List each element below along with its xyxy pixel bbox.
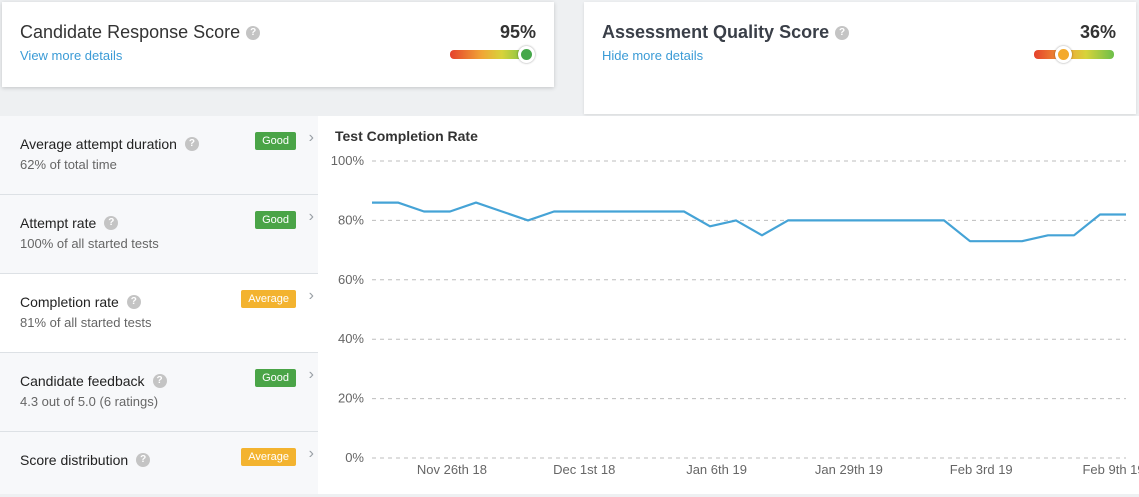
- metric-row-average-attempt-duration[interactable]: Average attempt duration ? 62% of total …: [0, 116, 318, 195]
- chevron-right-icon[interactable]: ›: [308, 208, 314, 225]
- metric-title-row: Attempt rate ?: [20, 215, 119, 231]
- chevron-right-icon[interactable]: ›: [308, 287, 314, 304]
- y-tick-label: 40%: [338, 331, 364, 346]
- status-badge: Average: [241, 448, 296, 466]
- chevron-right-icon[interactable]: ›: [308, 129, 314, 146]
- candidate-response-score-title-row: Candidate Response Score ?: [20, 22, 261, 43]
- metric-value: 81% of all started tests: [20, 315, 152, 330]
- y-tick-label: 20%: [338, 391, 364, 406]
- candidate-response-score-card: Candidate Response Score ? View more det…: [2, 2, 554, 87]
- metric-value: 62% of total time: [20, 157, 117, 172]
- assessment-quality-score-title: Assessment Quality Score: [602, 22, 830, 42]
- status-badge: Good: [255, 132, 296, 150]
- y-tick-label: 0%: [345, 450, 364, 465]
- metric-label: Completion rate: [20, 294, 119, 310]
- gauge-knob: [1054, 46, 1072, 63]
- candidate-response-score-value: 95%: [499, 22, 536, 42]
- metric-value: 4.3 out of 5.0 (6 ratings): [20, 394, 159, 409]
- y-tick-label: 60%: [338, 272, 364, 287]
- metric-row-completion-rate[interactable]: Completion rate ? 81% of all started tes…: [0, 274, 318, 353]
- x-tick-label: Feb 3rd 19: [950, 462, 1013, 477]
- status-badge: Good: [255, 211, 296, 229]
- metric-label: Attempt rate: [20, 215, 97, 231]
- metric-label: Candidate feedback: [20, 373, 145, 389]
- help-icon[interactable]: ?: [246, 25, 261, 40]
- x-tick-label: Feb 9th 19: [1082, 462, 1139, 477]
- chevron-right-icon[interactable]: ›: [308, 445, 314, 462]
- metric-title-row: Average attempt duration ?: [20, 136, 199, 152]
- status-badge: Average: [241, 290, 296, 308]
- view-more-details-link[interactable]: View more details: [20, 48, 123, 63]
- metric-row-attempt-rate[interactable]: Attempt rate ? 100% of all started tests…: [0, 195, 318, 274]
- metric-label: Score distribution: [20, 452, 129, 468]
- metric-value: 100% of all started tests: [20, 236, 159, 251]
- help-icon[interactable]: ?: [184, 137, 199, 151]
- help-icon[interactable]: ?: [126, 295, 141, 309]
- y-tick-label: 80%: [338, 212, 364, 227]
- status-badge: Good: [255, 369, 296, 387]
- x-tick-label: Jan 6th 19: [686, 462, 747, 477]
- assessment-quality-score-gauge: [1034, 46, 1114, 63]
- help-icon[interactable]: ?: [136, 453, 151, 467]
- x-tick-label: Dec 1st 18: [553, 462, 615, 477]
- metric-row-score-distribution[interactable]: Score distribution ? Average ›: [0, 432, 318, 494]
- metric-title-row: Score distribution ?: [20, 452, 151, 468]
- assessment-quality-score-card: Assessment Quality Score ? Hide more det…: [584, 2, 1136, 114]
- test-completion-chart-panel: Test Completion Rate 0% 20% 40% 60% 80% 100% N…: [318, 116, 1139, 494]
- x-tick-label: Nov 26th 18: [417, 462, 487, 477]
- help-icon[interactable]: ?: [152, 374, 167, 388]
- metric-title-row: Candidate feedback ?: [20, 373, 167, 389]
- chart-title: Test Completion Rate: [335, 128, 478, 144]
- candidate-response-score-title: Candidate Response Score: [20, 22, 241, 42]
- metric-row-candidate-feedback[interactable]: Candidate feedback ? 4.3 out of 5.0 (6 r…: [0, 353, 318, 432]
- y-tick-label: 100%: [331, 153, 365, 168]
- help-icon[interactable]: ?: [835, 25, 850, 40]
- candidate-response-score-gauge: [450, 46, 535, 63]
- assessment-quality-score-value: 36%: [1079, 22, 1116, 42]
- gauge-knob: [518, 46, 535, 63]
- completion-rate-line: [372, 201, 1126, 243]
- metrics-list: Average attempt duration ? 62% of total …: [0, 116, 318, 494]
- chevron-right-icon[interactable]: ›: [308, 366, 314, 383]
- x-tick-label: Jan 29th 19: [815, 462, 883, 477]
- metric-title-row: Completion rate ?: [20, 294, 141, 310]
- metric-label: Average attempt duration: [20, 136, 177, 152]
- hide-more-details-link[interactable]: Hide more details: [602, 48, 704, 63]
- test-completion-rate-chart: 0% 20% 40% 60% 80% 100% Nov 26th 18 Dec 1st 18 J…: [331, 153, 1139, 477]
- assessment-quality-score-title-row: Assessment Quality Score ?: [602, 22, 850, 43]
- help-icon[interactable]: ?: [104, 216, 119, 230]
